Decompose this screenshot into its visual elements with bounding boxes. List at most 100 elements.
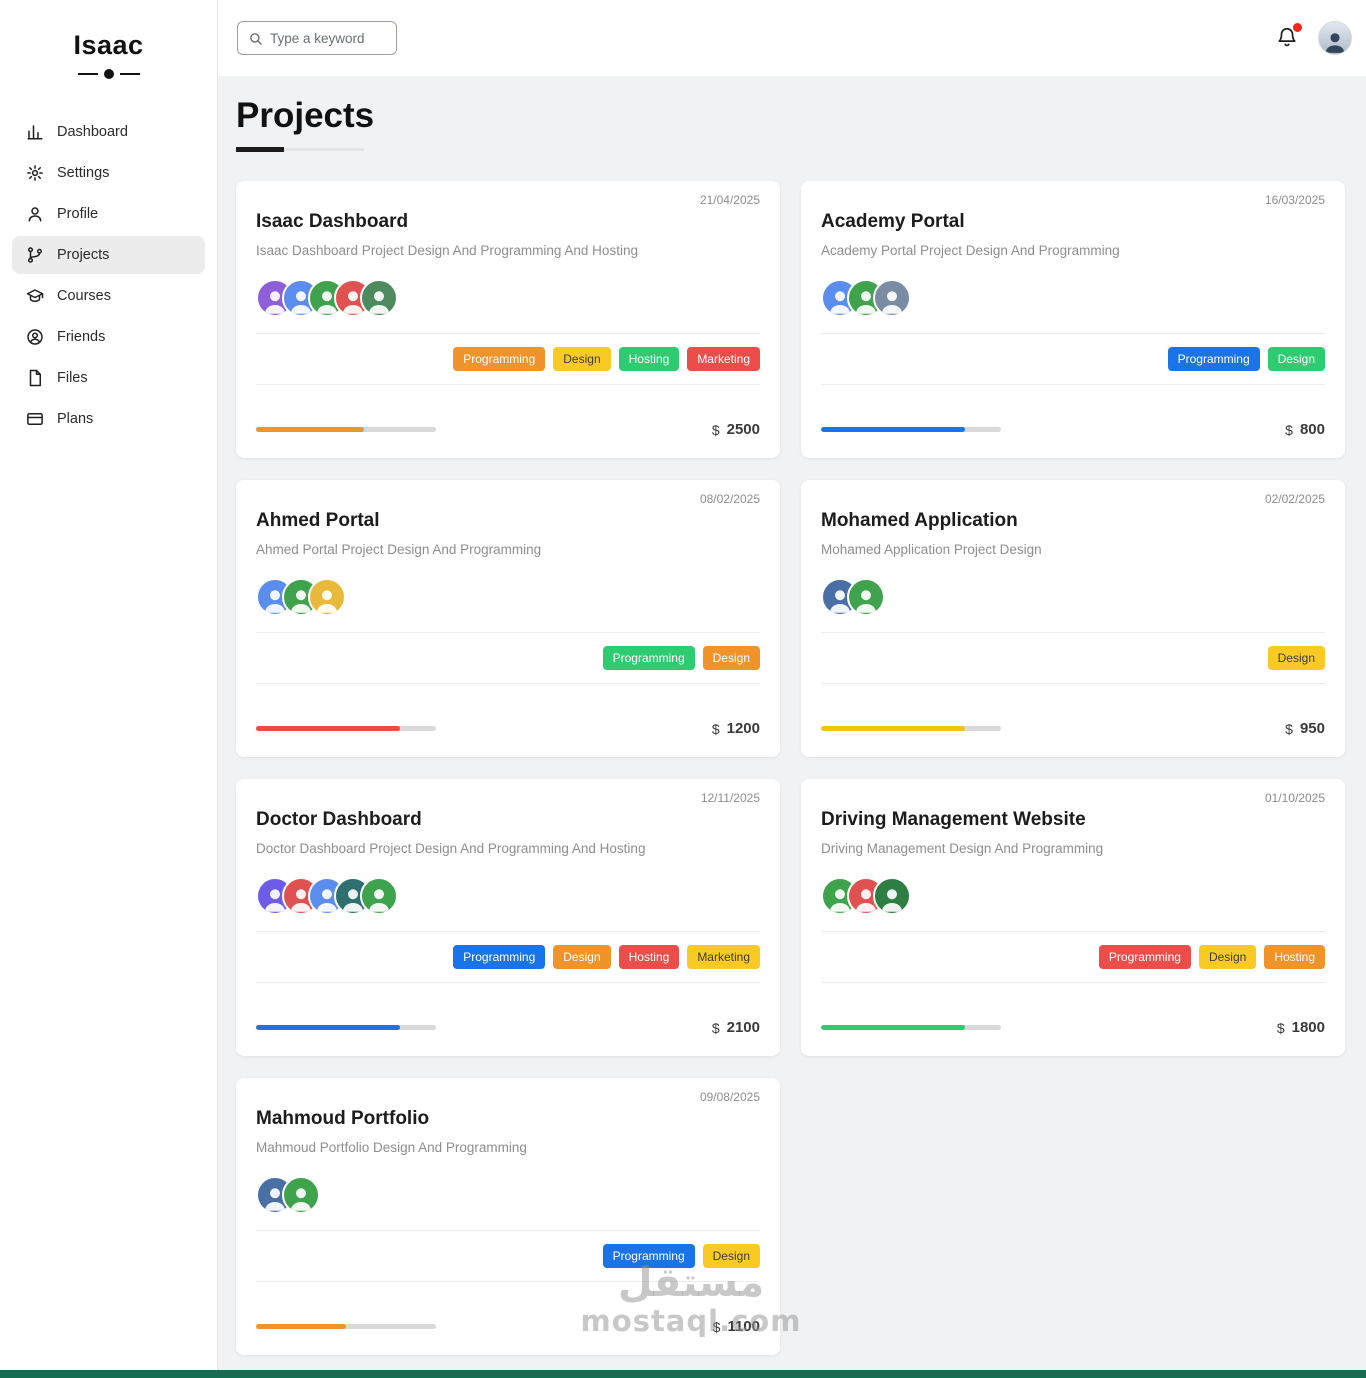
currency-symbol: $ [1276,1019,1285,1036]
project-footer: $800 [821,411,1325,438]
progress-fill [821,427,965,432]
project-title: Mohamed Application [821,510,1018,531]
project-card[interactable]: 02/02/2025 Mohamed Application Mohamed App… [801,480,1345,757]
project-price: $1100 [713,1318,760,1335]
progress-fill [256,427,364,432]
project-price: $1200 [712,720,760,737]
topbar-right [1276,21,1352,55]
project-description: Mohamed Application Project Design [821,542,1042,557]
project-card[interactable]: 21/04/2025 Isaac Dashboard Isaac Dashboard… [236,181,780,458]
sidebar-item-courses[interactable]: Courses [12,277,205,315]
user-icon [26,205,44,223]
sidebar: Isaac Dashboard Settings Profile Projects Co… [0,0,218,1370]
project-title: Academy Portal [821,211,965,232]
project-card[interactable]: 09/08/2025 Mahmoud Portfolio Mahmoud Portf… [236,1078,780,1355]
sidebar-item-label: Courses [57,288,111,304]
logo: Isaac [0,30,217,79]
sidebar-item-label: Dashboard [57,124,128,140]
tag-programming: Programming [453,945,546,969]
sidebar-item-friends[interactable]: Friends [12,318,205,356]
member-avatar [847,577,885,616]
currency-symbol: $ [1285,720,1293,737]
project-date: 12/11/2025 [700,791,760,805]
tag-design: Design [702,1244,760,1268]
project-members [821,577,1325,633]
sidebar-item-label: Plans [57,411,94,427]
project-members [256,876,760,932]
project-card[interactable]: 01/10/2025 Driving Management Website Driv… [801,779,1345,1056]
project-description: Academy Portal Project Design And Progra… [821,243,1120,258]
search-box[interactable] [237,21,397,55]
project-tags: Programming Design Hosting Marketing [256,932,760,983]
progress-fill [821,726,965,731]
git-branch-icon [26,246,44,264]
user-avatar[interactable] [1318,21,1352,55]
notification-bell-icon[interactable] [1276,23,1302,50]
progress-fill [256,726,400,731]
project-description: Driving Management Design And Programmin… [821,841,1104,856]
project-card[interactable]: 08/02/2025 Ahmed Portal Ahmed Portal Proje… [236,480,780,757]
sidebar-item-plans[interactable]: Plans [12,400,205,438]
sidebar-item-dashboard[interactable]: Dashboard [12,113,205,151]
project-footer: $1200 [256,710,760,737]
project-description: Mahmoud Portfolio Design And Programming [256,1140,527,1155]
topbar [218,0,1366,76]
project-card[interactable]: 16/03/2025 Academy Portal Academy Portal P… [801,181,1345,458]
project-members [256,577,760,633]
member-avatar [308,577,346,616]
project-description: Ahmed Portal Project Design And Programm… [256,542,542,557]
project-date: 02/02/2025 [1264,492,1325,506]
project-date: 16/03/2025 [1264,193,1325,207]
project-price: $1800 [1277,1019,1325,1036]
search-icon [250,32,262,45]
progress-bar [256,726,436,731]
price-amount: 1100 [727,1318,760,1335]
project-members [256,278,760,334]
member-avatar [873,876,911,915]
tag-design: Design [1267,347,1325,371]
member-avatar [873,278,911,317]
price-amount: 800 [1299,421,1325,438]
search-input[interactable] [270,30,386,46]
project-footer: $1100 [256,1308,760,1335]
file-icon [26,369,44,387]
project-members [821,876,1325,932]
tag-hosting: Hosting [618,945,680,969]
project-price: $2500 [712,421,760,438]
sidebar-item-label: Profile [57,206,99,222]
footer-bar [0,1370,1366,1378]
project-tags: Programming Design Hosting Marketing [256,334,760,385]
project-tags: Design [821,633,1325,684]
logo-text: Isaac [73,30,144,60]
sidebar-item-projects[interactable]: Projects [12,236,205,274]
price-amount: 950 [1299,720,1325,737]
member-avatar [360,278,398,317]
sidebar-item-label: Projects [57,247,110,263]
progress-bar [256,1324,436,1329]
currency-symbol: $ [1285,421,1293,438]
project-footer: $2500 [256,411,760,438]
tag-programming: Programming [602,1244,695,1268]
project-title: Doctor Dashboard [256,809,422,830]
project-footer: $2100 [256,1009,760,1036]
progress-bar [821,1025,1001,1030]
project-description: Isaac Dashboard Project Design And Progr… [256,243,638,258]
price-amount: 1800 [1291,1019,1325,1036]
tag-programming: Programming [453,347,546,371]
project-description: Doctor Dashboard Project Design And Prog… [256,841,646,856]
sidebar-item-profile[interactable]: Profile [12,195,205,233]
project-title: Mahmoud Portfolio [256,1108,430,1129]
sidebar-item-label: Files [57,370,88,386]
project-price: $800 [1285,421,1325,438]
tag-marketing: Marketing [687,347,760,371]
sidebar-item-settings[interactable]: Settings [12,154,205,192]
project-tags: Programming Design [256,1231,760,1282]
sidebar-item-files[interactable]: Files [12,359,205,397]
project-card[interactable]: 12/11/2025 Doctor Dashboard Doctor Dashboa… [236,779,780,1056]
project-title: Ahmed Portal [256,510,380,531]
tag-programming: Programming [1167,347,1260,371]
tag-design: Design [1198,945,1257,969]
price-amount: 1200 [726,720,760,737]
projects-grid: 21/04/2025 Isaac Dashboard Isaac Dashboard… [236,181,1345,1355]
sidebar-menu: Dashboard Settings Profile Projects Courses F… [0,113,217,438]
